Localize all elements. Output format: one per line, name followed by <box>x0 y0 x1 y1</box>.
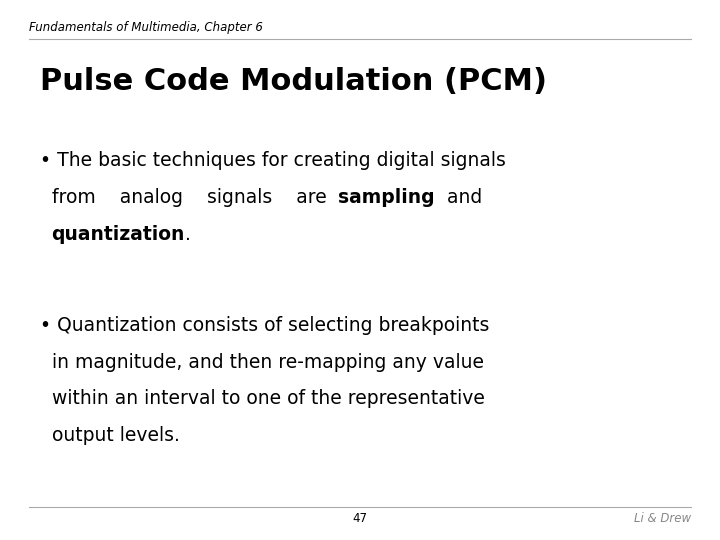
Text: within an interval to one of the representative: within an interval to one of the represe… <box>40 389 485 408</box>
Text: • Quantization consists of selecting breakpoints: • Quantization consists of selecting bre… <box>40 316 489 335</box>
Text: 47: 47 <box>353 512 367 525</box>
Text: output levels.: output levels. <box>40 426 179 445</box>
Text: Fundamentals of Multimedia, Chapter 6: Fundamentals of Multimedia, Chapter 6 <box>29 21 263 33</box>
Text: Li & Drew: Li & Drew <box>634 512 691 525</box>
Text: sampling: sampling <box>338 188 435 207</box>
Text: and: and <box>435 188 482 207</box>
Text: .: . <box>185 225 191 244</box>
Text: quantization: quantization <box>52 225 185 244</box>
Text: Pulse Code Modulation (PCM): Pulse Code Modulation (PCM) <box>40 68 546 97</box>
Text: • The basic techniques for creating digital signals: • The basic techniques for creating digi… <box>40 151 505 170</box>
Text: in magnitude, and then re-mapping any value: in magnitude, and then re-mapping any va… <box>40 353 484 372</box>
Text: from    analog    signals    are: from analog signals are <box>40 188 338 207</box>
